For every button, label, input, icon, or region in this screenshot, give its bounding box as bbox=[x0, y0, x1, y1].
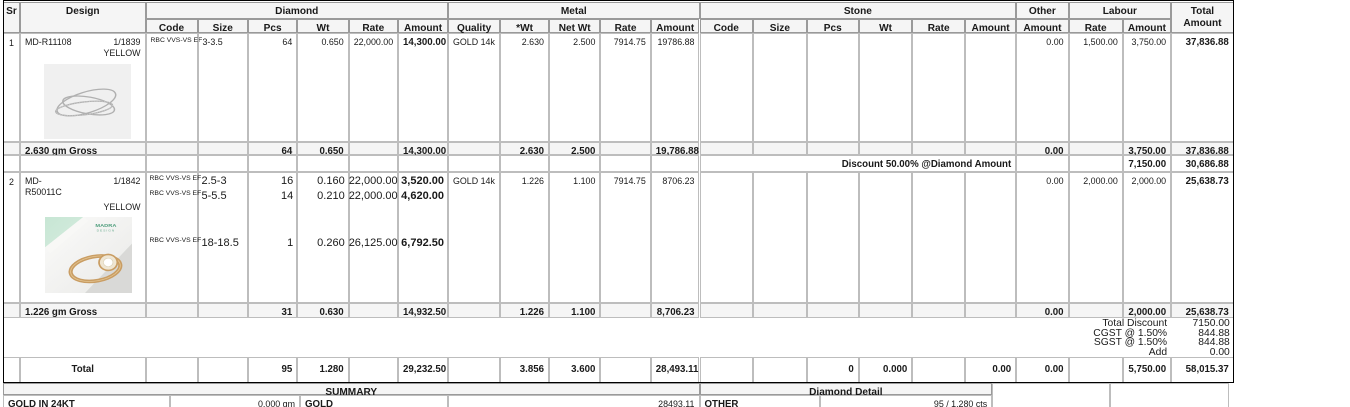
svg-text:DESIGN: DESIGN bbox=[97, 229, 116, 233]
